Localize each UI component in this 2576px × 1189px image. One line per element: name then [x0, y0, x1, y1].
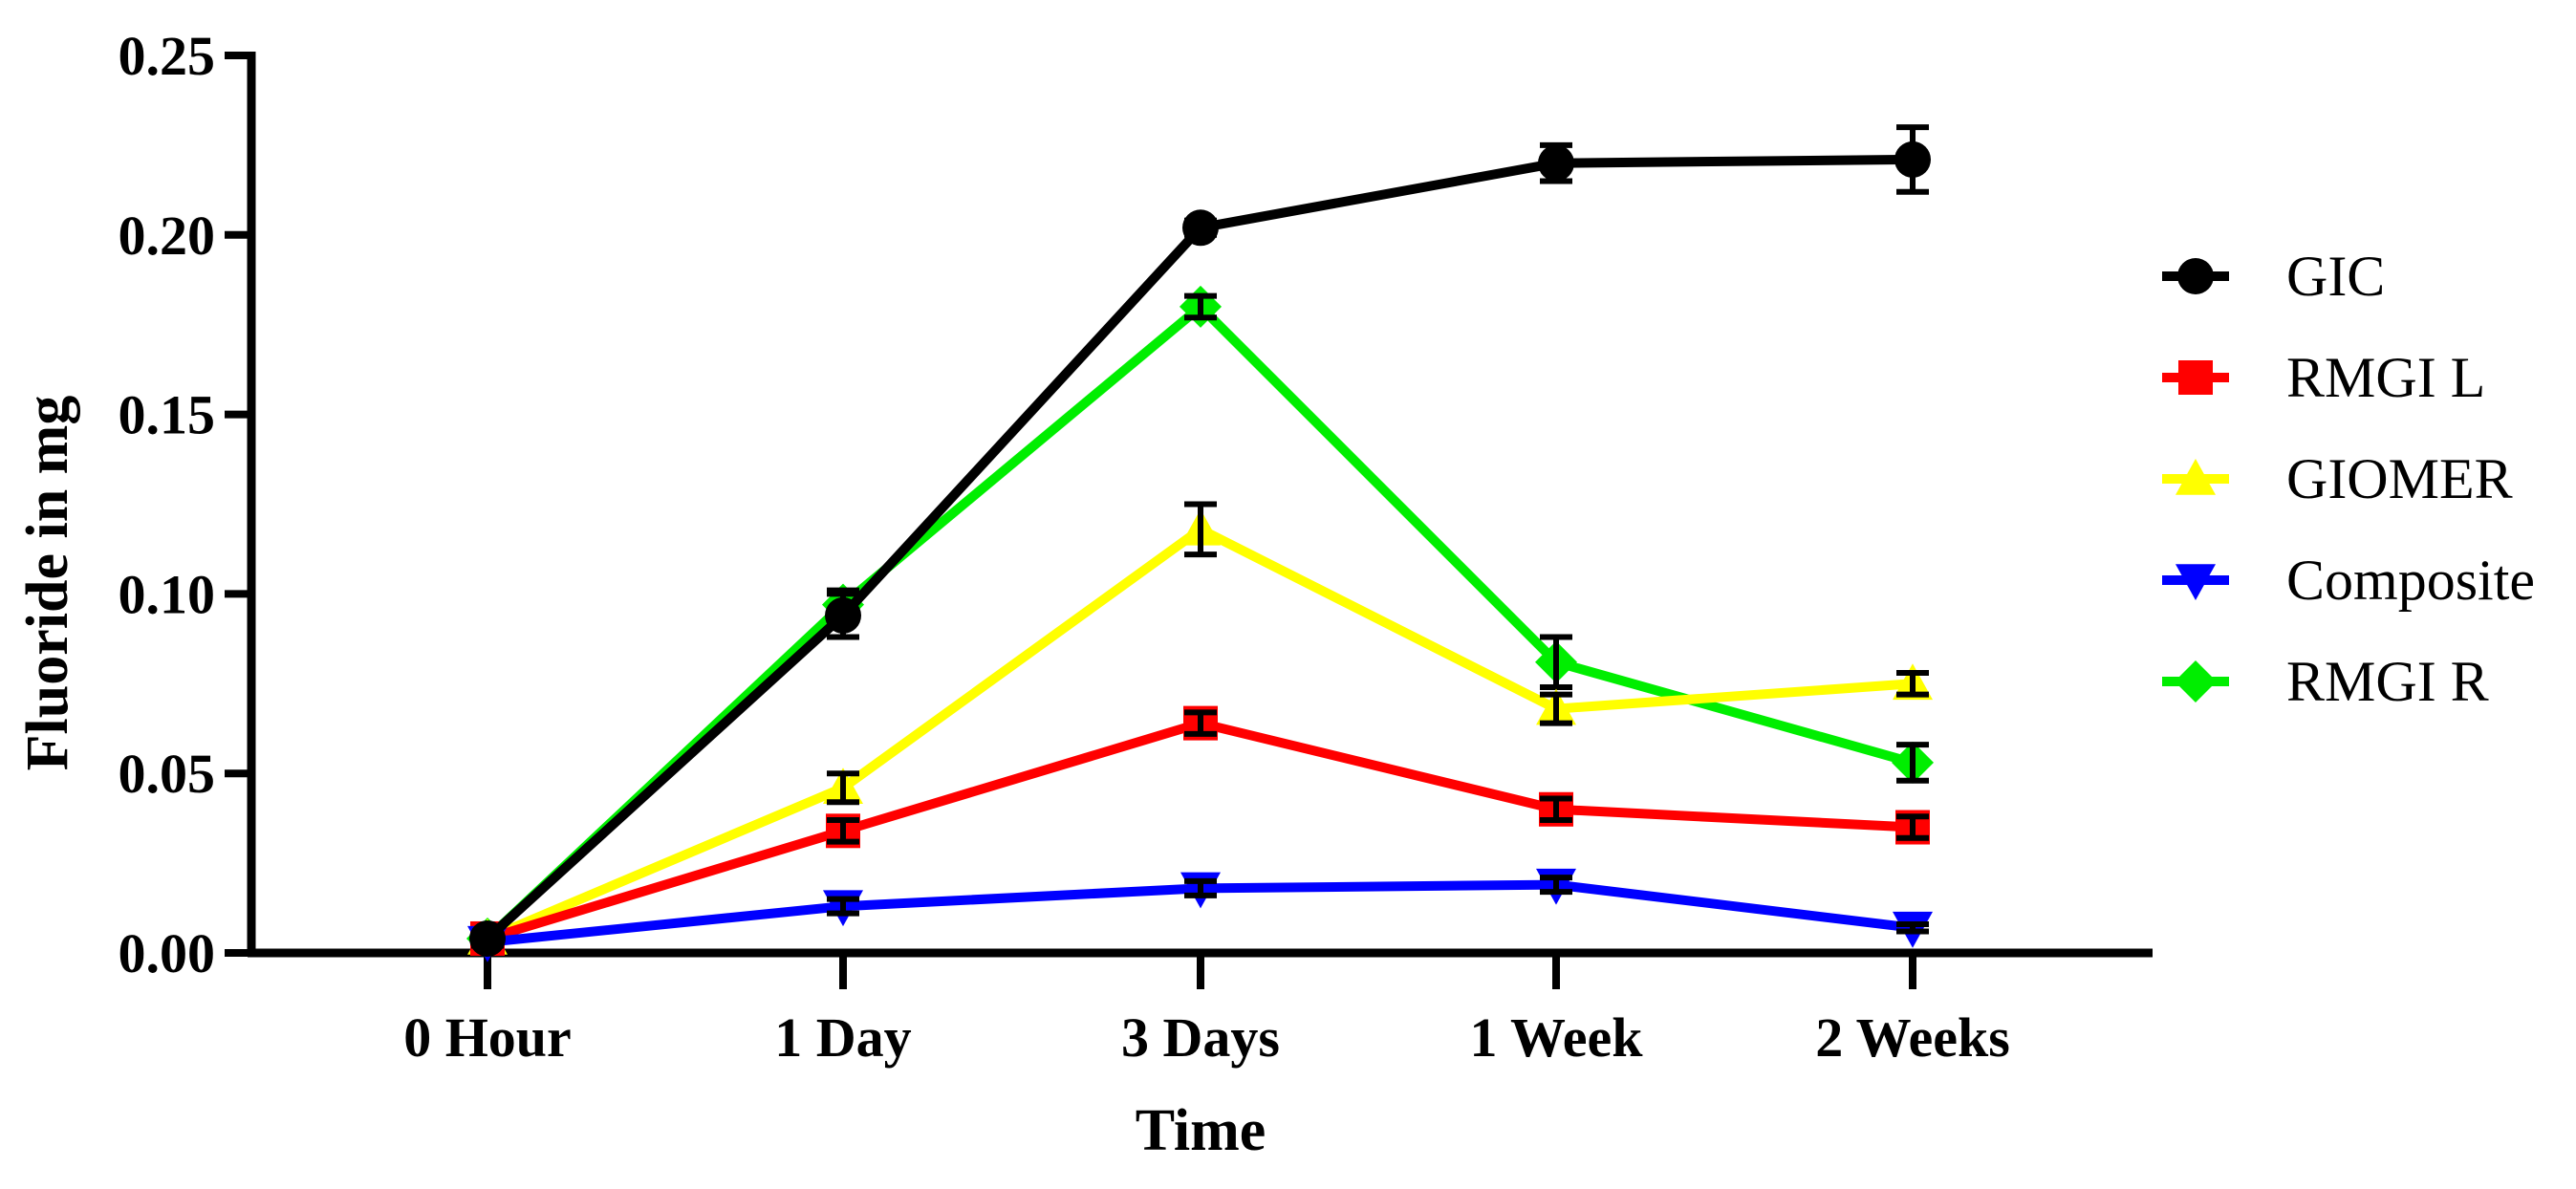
y-tick-label: 0.15 [119, 384, 216, 446]
error-bar [1540, 795, 1572, 824]
error-bar [827, 770, 859, 806]
y-tick-label: 0.10 [119, 563, 216, 625]
error-bar [471, 932, 504, 945]
x-tick-label: 2 Weeks [1815, 1006, 2010, 1069]
error-bar [1896, 920, 1929, 935]
error-bar [1184, 292, 1217, 321]
error-bar [1896, 670, 1929, 698]
error-bar [1896, 124, 1929, 195]
error-bar [1540, 691, 1572, 726]
error-bar [1184, 877, 1217, 898]
x-tick-label: 3 Days [1121, 1006, 1280, 1069]
legend-swatch-marker [2176, 564, 2216, 600]
y-tick-label: 0.25 [119, 25, 216, 87]
axes: 0.00 0.05 0.10 0.15 0.20 0.25 0 Hour 1 Day 3 Day… [119, 25, 2153, 1069]
legend-item-composite: Composite [2162, 549, 2535, 612]
error-bar [1184, 217, 1217, 238]
legend-swatch-marker [2175, 660, 2217, 703]
legend-label: GIC [2286, 245, 2385, 308]
error-bar [827, 591, 859, 640]
y-tick-label: 0.20 [119, 205, 216, 267]
legend-label: Composite [2286, 549, 2535, 612]
error-bar [1540, 141, 1572, 184]
x-axis-title: Time [1136, 1098, 1266, 1163]
error-bar [827, 896, 859, 917]
legend-label: RMGI L [2286, 346, 2485, 409]
legend-label: GIOMER [2286, 447, 2513, 510]
legend-swatch-marker [2176, 459, 2216, 495]
legend: GIC RMGI L GIOMER Composite RMGI R [2162, 245, 2535, 713]
legend-swatch-marker [2178, 360, 2213, 395]
legend-item-giomer: GIOMER [2162, 447, 2513, 510]
legend-item-rmgi-l: RMGI L [2162, 346, 2485, 409]
series-gic [469, 124, 1931, 957]
x-tick-label: 0 Hour [403, 1006, 572, 1069]
error-bar [827, 817, 859, 845]
legend-label: RMGI R [2286, 650, 2489, 713]
y-tick-label: 0.00 [119, 922, 216, 984]
error-bar [1184, 709, 1217, 737]
series-layer [466, 124, 1934, 962]
x-tick-label: 1 Week [1470, 1006, 1644, 1069]
error-bar [1540, 875, 1572, 896]
error-bar [1896, 742, 1929, 784]
y-axis-title: Fluoride in mg [15, 396, 80, 771]
legend-swatch-marker [2177, 258, 2214, 294]
y-tick-label: 0.05 [119, 743, 216, 805]
error-bar [1896, 813, 1929, 841]
error-bar [1184, 501, 1217, 558]
error-bar [1540, 634, 1572, 691]
legend-item-gic: GIC [2162, 245, 2385, 308]
legend-item-rmgi-r: RMGI R [2162, 650, 2489, 713]
x-tick-label: 1 Day [774, 1006, 911, 1069]
